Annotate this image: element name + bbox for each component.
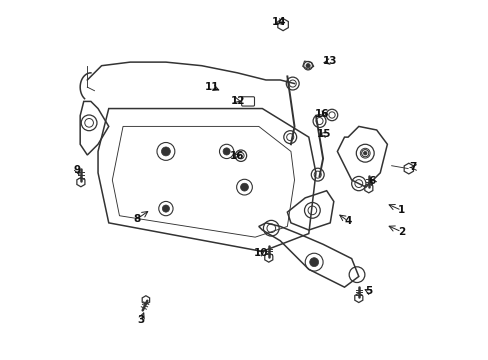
Text: 8: 8 — [133, 214, 140, 224]
Text: 7: 7 — [408, 162, 416, 172]
Text: 10: 10 — [253, 248, 267, 258]
Text: 12: 12 — [230, 96, 245, 106]
Text: 15: 15 — [316, 129, 330, 139]
Circle shape — [240, 183, 248, 191]
Circle shape — [363, 152, 366, 155]
Text: 9: 9 — [74, 165, 81, 175]
Text: 1: 1 — [397, 205, 405, 215]
Text: 6: 6 — [368, 176, 375, 186]
Text: 2: 2 — [397, 227, 405, 237]
Circle shape — [223, 148, 230, 155]
Circle shape — [309, 258, 318, 267]
Text: 5: 5 — [365, 287, 372, 296]
Text: 3: 3 — [137, 315, 144, 325]
Text: 4: 4 — [344, 216, 351, 226]
Text: 11: 11 — [204, 82, 219, 92]
Text: 13: 13 — [322, 57, 337, 66]
Text: 16: 16 — [314, 109, 329, 119]
Circle shape — [161, 147, 170, 156]
Circle shape — [305, 64, 309, 68]
Circle shape — [162, 205, 169, 212]
Text: 16: 16 — [229, 151, 244, 161]
Text: 14: 14 — [272, 17, 286, 27]
